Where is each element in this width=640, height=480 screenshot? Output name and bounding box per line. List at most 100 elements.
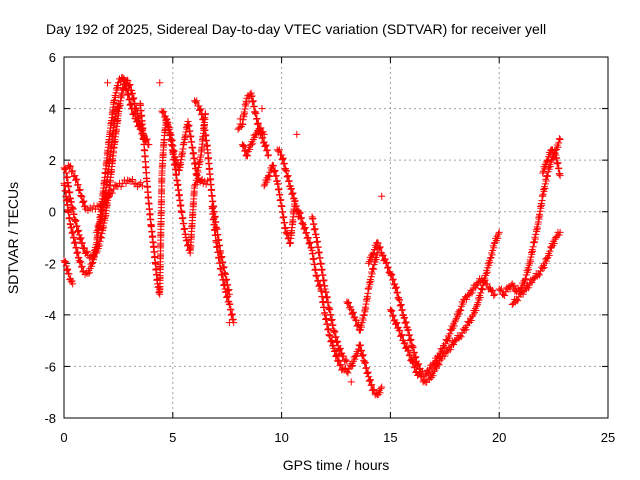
- track-s-point: [416, 369, 424, 377]
- track-r-point: [491, 290, 499, 298]
- track-s-point: [495, 228, 503, 236]
- track-o-point: [304, 234, 312, 242]
- track-o-point: [304, 234, 312, 241]
- track-c-point: [64, 265, 72, 273]
- track-r-point: [396, 296, 404, 304]
- track-i-point: [200, 121, 208, 129]
- track-a-point: [76, 235, 84, 243]
- track-l-point: [260, 130, 268, 138]
- track-d-point: [77, 191, 85, 199]
- track-o-point: [302, 229, 310, 237]
- track-r-point: [386, 270, 394, 278]
- track-a-point: [82, 248, 90, 256]
- track-a-point: [65, 183, 73, 191]
- track-u-point: [556, 228, 564, 236]
- track-c-point: [68, 277, 76, 285]
- track-m-point: [271, 166, 279, 174]
- outliers-point: [258, 105, 266, 113]
- track-k-point: [263, 146, 271, 154]
- track-m-point: [271, 167, 279, 175]
- track-p-point: [333, 339, 341, 347]
- track-d-point: [108, 189, 116, 197]
- track-s-point: [486, 254, 494, 262]
- track-o-point: [296, 210, 304, 218]
- y-tick-label: 0: [49, 205, 56, 220]
- track-d-point: [124, 176, 132, 184]
- track-i-point: [202, 131, 210, 139]
- track-h-point: [173, 170, 181, 178]
- track-s-point: [472, 307, 480, 315]
- track-s-point: [488, 251, 496, 259]
- track-b-point: [72, 243, 80, 251]
- track-p-point: [333, 338, 341, 346]
- x-tick-label: 5: [169, 430, 176, 445]
- track-r-point: [439, 344, 447, 352]
- track-o-point: [359, 351, 367, 359]
- x-axis-label: GPS time / hours: [283, 457, 390, 473]
- track-g-point: [162, 115, 170, 123]
- track-r-point: [397, 301, 405, 309]
- track-h-point: [170, 155, 178, 163]
- track-s-point: [435, 361, 443, 369]
- track-r-point: [489, 286, 497, 294]
- track-r-point: [370, 250, 378, 258]
- track-b-point: [75, 257, 83, 265]
- track-n-point: [278, 151, 286, 159]
- track-u-point: [542, 257, 550, 265]
- track-b-point: [128, 105, 136, 113]
- track-u-point: [546, 247, 554, 255]
- track-r-point: [396, 302, 404, 310]
- outliers-point: [236, 115, 244, 123]
- track-b-point: [61, 187, 69, 195]
- track-h-point: [182, 237, 190, 245]
- track-s-point: [478, 285, 486, 293]
- track-p-point: [311, 225, 319, 233]
- track-u-point: [545, 252, 553, 260]
- track-n-point: [287, 185, 295, 193]
- track-t-point: [543, 172, 551, 180]
- track-r-point: [411, 353, 419, 361]
- track-o-point: [332, 352, 340, 360]
- track-o-point: [332, 352, 340, 360]
- track-r-point: [383, 264, 391, 272]
- track-g-point: [164, 118, 172, 126]
- track-q-point: [346, 303, 354, 311]
- track-k-point: [253, 114, 261, 122]
- track-s-point: [418, 373, 426, 381]
- track-q-point: [353, 322, 361, 330]
- track-m-point: [279, 208, 287, 216]
- track-f-point: [149, 232, 157, 240]
- track-s-point: [438, 355, 446, 363]
- track-r-point: [445, 334, 453, 342]
- track-r-point: [468, 289, 476, 297]
- track-n-point: [283, 173, 291, 181]
- track-a-point: [128, 89, 136, 97]
- track-b-point: [74, 248, 82, 256]
- track-p-point: [314, 243, 322, 251]
- track-o-point: [316, 281, 324, 289]
- track-f-point: [145, 193, 153, 201]
- track-d-point: [76, 186, 84, 194]
- track-j-point: [211, 225, 219, 233]
- track-r-point: [451, 318, 459, 326]
- track-r-point: [394, 294, 402, 302]
- track-b-point: [69, 228, 77, 236]
- track-b-point: [121, 80, 129, 88]
- track-q-point: [343, 298, 351, 306]
- track-r-point: [409, 344, 417, 352]
- data-points: [60, 74, 564, 399]
- track-s-point: [457, 333, 465, 341]
- track-d-point: [95, 203, 103, 211]
- track-s-point: [423, 378, 431, 386]
- track-r-point: [389, 276, 397, 284]
- track-o-point: [317, 287, 325, 295]
- track-i-point: [208, 185, 216, 193]
- track-s-point: [391, 320, 399, 328]
- track-p-point: [329, 321, 337, 329]
- track-a-point: [83, 247, 91, 255]
- track-a-point: [78, 240, 86, 248]
- track-g-point: [164, 124, 172, 132]
- track-t-point: [510, 282, 518, 290]
- track-r-point: [393, 289, 401, 297]
- track-j-point: [227, 305, 235, 313]
